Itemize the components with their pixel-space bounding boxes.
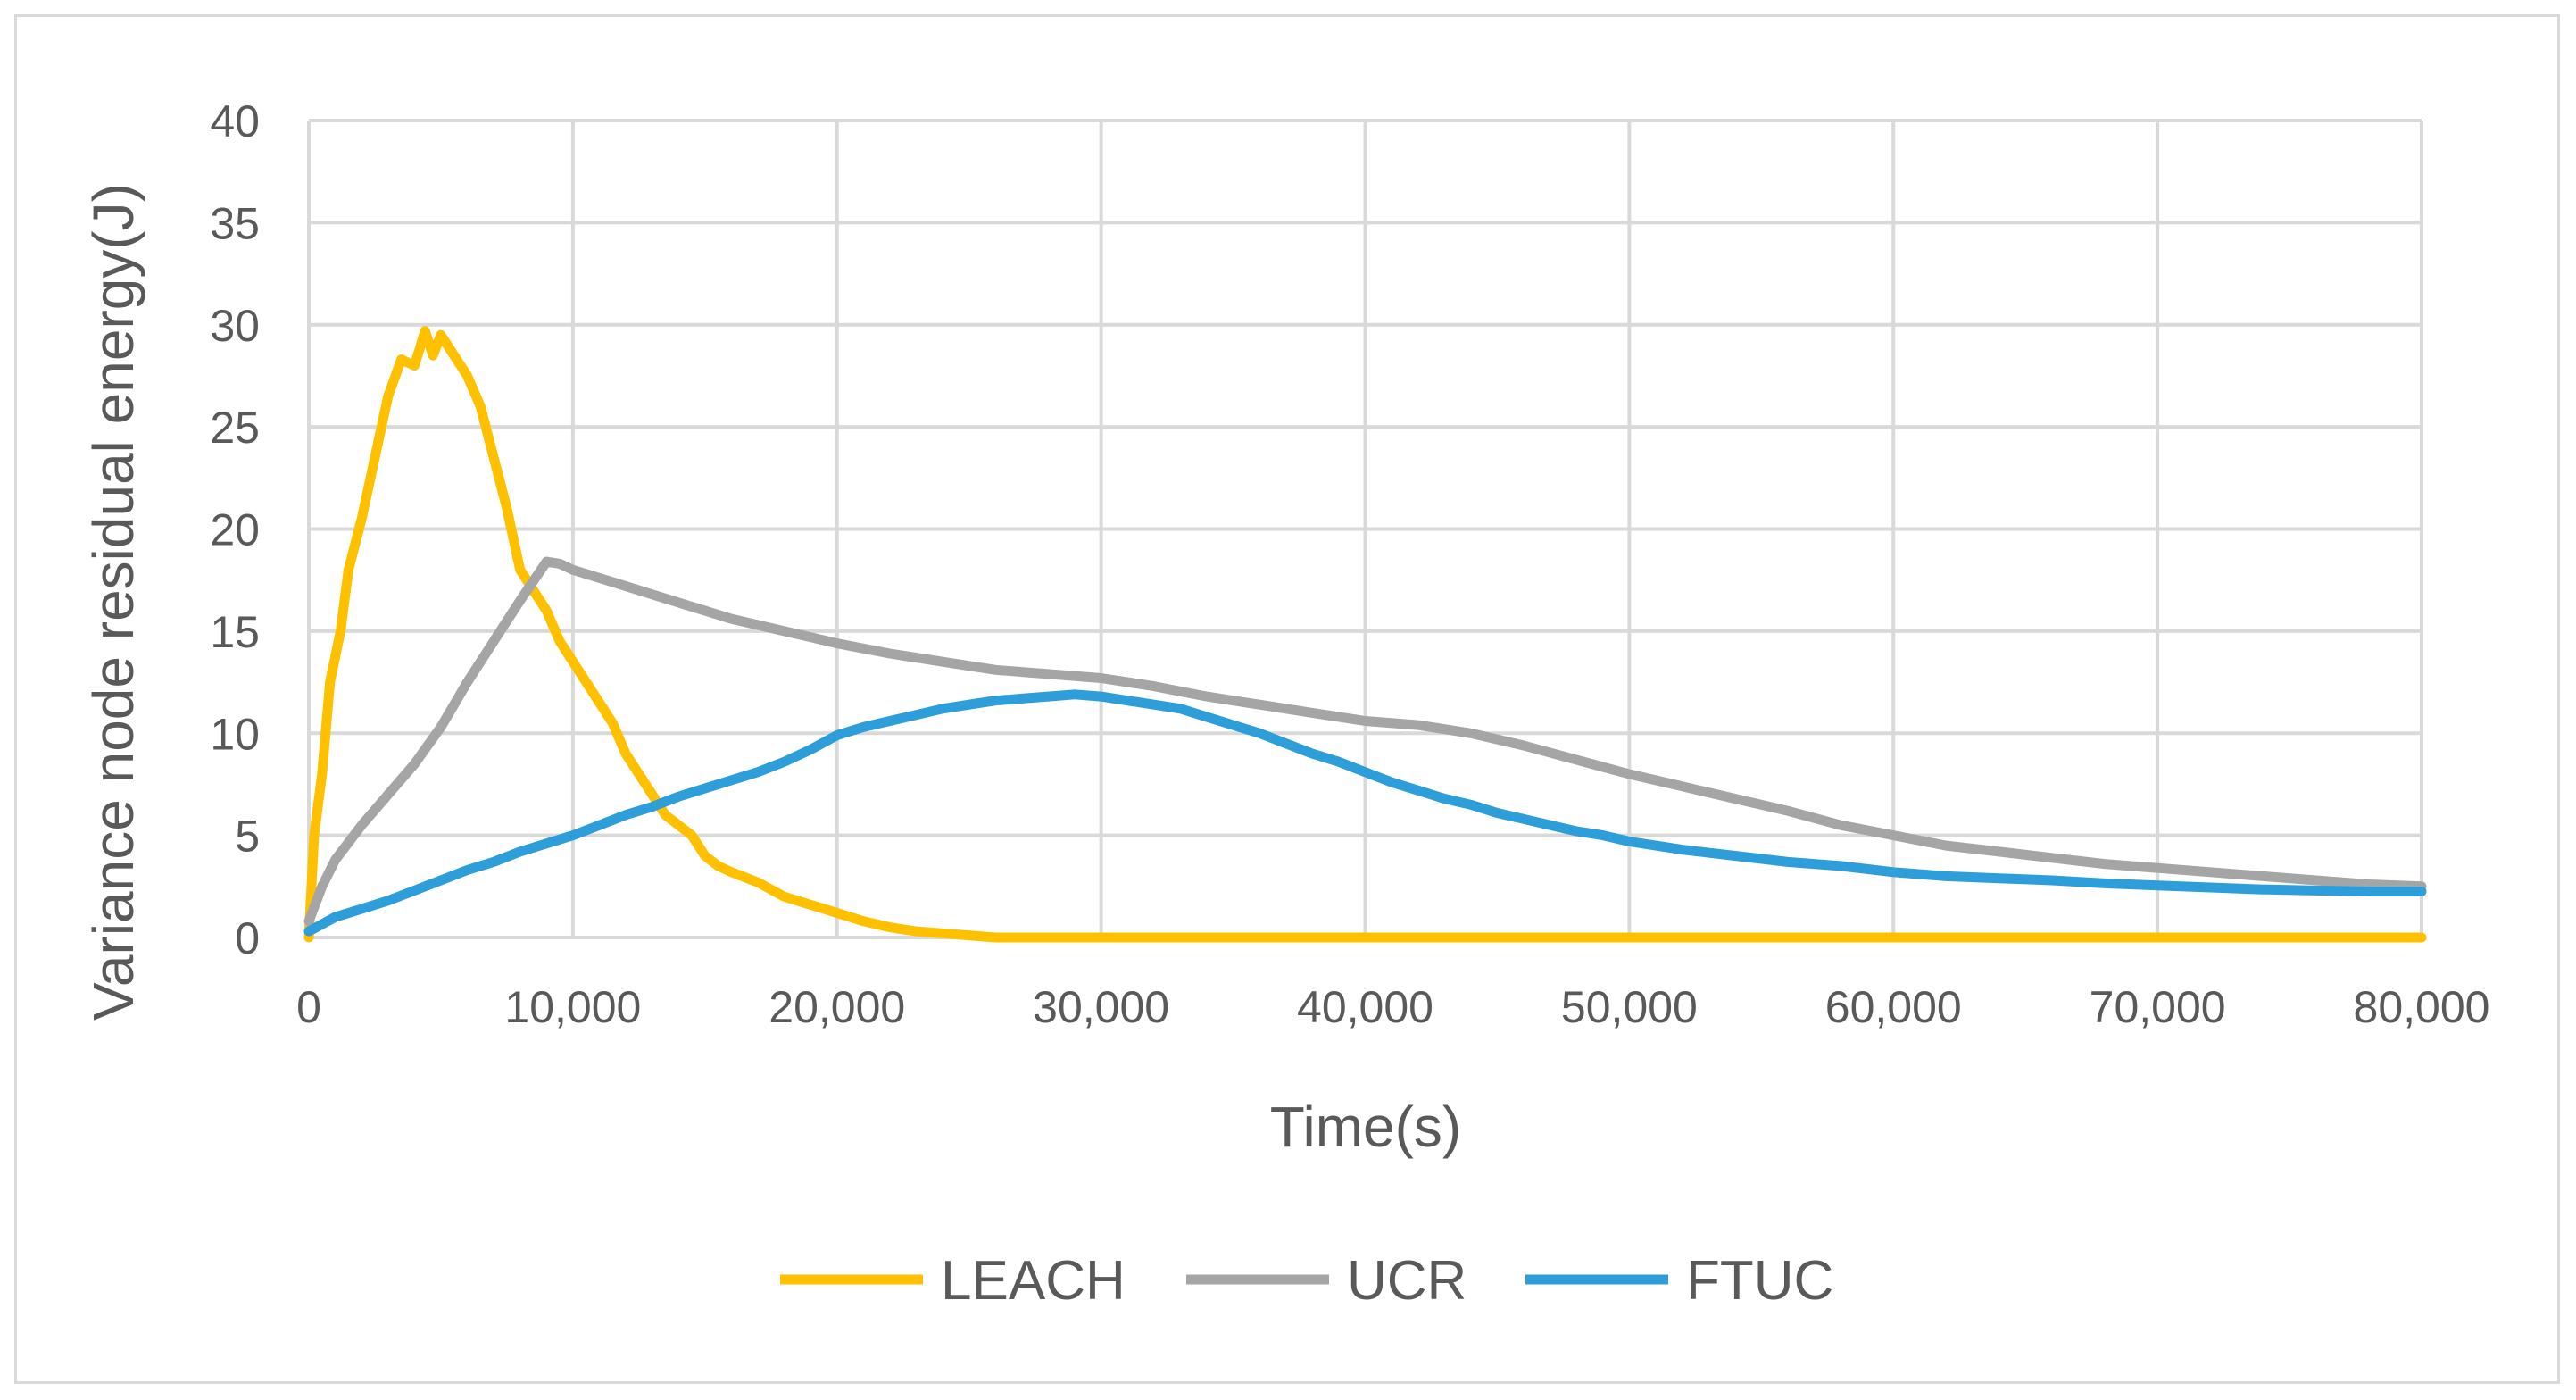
series-lines (303, 326, 2427, 943)
x-axis-ticks: 0 10,000 20,000 30,000 40,000 50,000 60,000 70,… (296, 982, 2489, 1032)
y-tick-label: 25 (210, 403, 260, 453)
x-tick-label: 20,000 (769, 982, 905, 1032)
legend-label-ucr: UCR (1347, 1250, 1467, 1312)
y-tick-label: 20 (210, 505, 260, 555)
chart-container: 0 10,000 20,000 30,000 40,000 50,000 60,000 70,… (14, 14, 2560, 1384)
x-tick-label: 40,000 (1297, 982, 1433, 1032)
x-tick-label: 10,000 (504, 982, 641, 1032)
x-tick-label: 80,000 (2354, 982, 2490, 1032)
y-axis-title: Variance node residual energy(J) (81, 183, 145, 1021)
series-line-ucr (303, 556, 2427, 927)
x-tick-label: 0 (296, 982, 321, 1032)
gridlines (307, 119, 2423, 939)
x-tick-label: 30,000 (1033, 982, 1169, 1032)
y-tick-label: 5 (235, 812, 260, 862)
y-tick-label: 30 (210, 301, 260, 351)
legend: LEACH UCR FTUC (780, 1250, 1833, 1312)
y-tick-label: 15 (210, 607, 260, 657)
y-tick-label: 40 (210, 96, 260, 146)
legend-label-ftuc: FTUC (1686, 1250, 1833, 1312)
line-chart: 0 10,000 20,000 30,000 40,000 50,000 60,000 70,… (81, 96, 2489, 1312)
y-axis-ticks: 0 5 10 15 20 25 30 35 40 (210, 96, 260, 963)
x-tick-label: 50,000 (1561, 982, 1698, 1032)
x-tick-label: 70,000 (2090, 982, 2226, 1032)
y-tick-label: 35 (210, 198, 260, 248)
x-tick-label: 60,000 (1825, 982, 1962, 1032)
series-line-ftuc (303, 689, 2427, 937)
y-tick-label: 10 (210, 709, 260, 759)
series-line-leach (303, 326, 2427, 943)
legend-label-leach: LEACH (941, 1250, 1126, 1312)
x-axis-title: Time(s) (1270, 1095, 1461, 1159)
y-tick-label: 0 (235, 913, 260, 963)
